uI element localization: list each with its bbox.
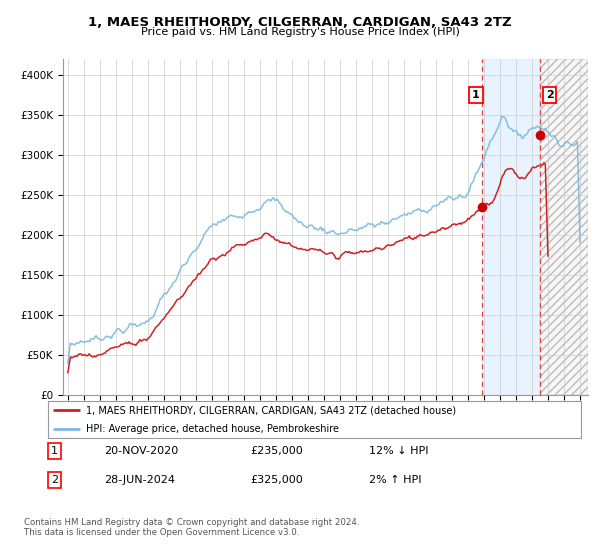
Bar <box>482 59 540 395</box>
FancyBboxPatch shape <box>48 402 581 437</box>
Text: 2: 2 <box>51 475 58 485</box>
Text: 2% ↑ HPI: 2% ↑ HPI <box>369 475 421 485</box>
Text: 2: 2 <box>546 90 553 100</box>
Text: HPI: Average price, detached house, Pembrokeshire: HPI: Average price, detached house, Pemb… <box>86 424 338 433</box>
Text: 12% ↓ HPI: 12% ↓ HPI <box>369 446 428 456</box>
Text: 20-NOV-2020: 20-NOV-2020 <box>104 446 179 456</box>
Text: 1, MAES RHEITHORDY, CILGERRAN, CARDIGAN, SA43 2TZ (detached house): 1, MAES RHEITHORDY, CILGERRAN, CARDIGAN,… <box>86 405 455 415</box>
Bar <box>540 59 588 395</box>
Text: Price paid vs. HM Land Registry's House Price Index (HPI): Price paid vs. HM Land Registry's House … <box>140 27 460 37</box>
Text: 1, MAES RHEITHORDY, CILGERRAN, CARDIGAN, SA43 2TZ: 1, MAES RHEITHORDY, CILGERRAN, CARDIGAN,… <box>88 16 512 29</box>
Text: 1: 1 <box>472 90 480 100</box>
Text: 28-JUN-2024: 28-JUN-2024 <box>104 475 175 485</box>
Text: 1: 1 <box>51 446 58 456</box>
Text: Contains HM Land Registry data © Crown copyright and database right 2024.
This d: Contains HM Land Registry data © Crown c… <box>24 518 359 538</box>
Text: £235,000: £235,000 <box>250 446 303 456</box>
Text: £325,000: £325,000 <box>250 475 303 485</box>
Bar <box>540 59 588 395</box>
